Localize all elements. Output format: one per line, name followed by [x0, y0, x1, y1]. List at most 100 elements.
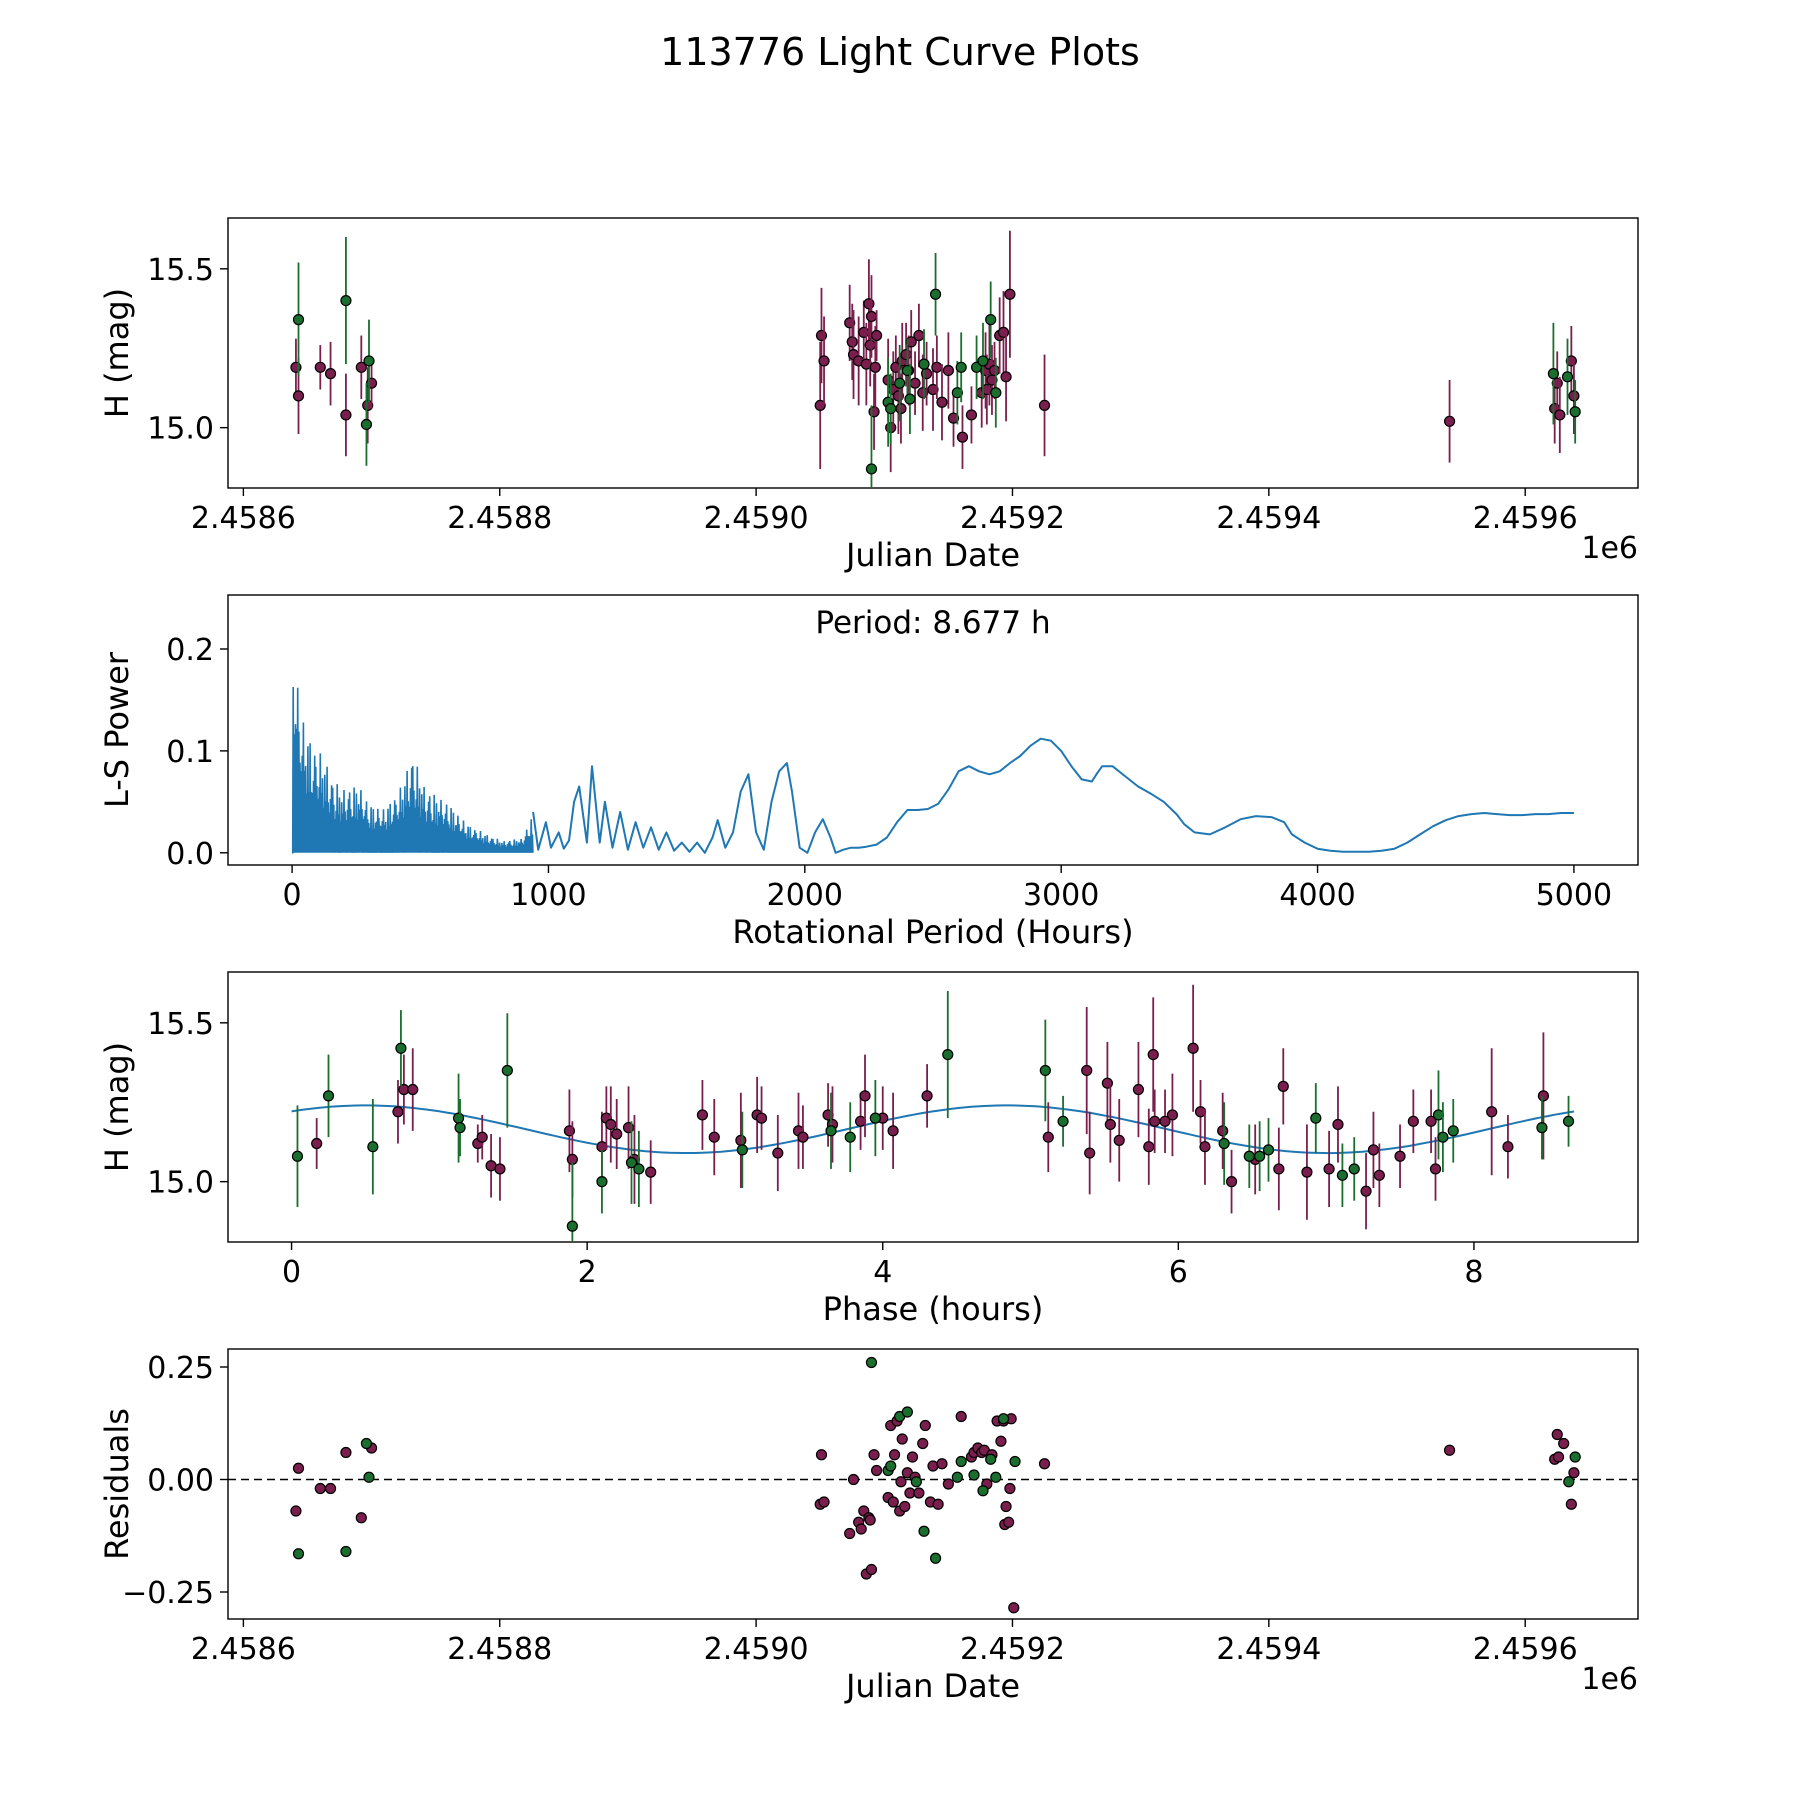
- magenta-data-point: [858, 326, 870, 338]
- magenta-data-point: [814, 399, 826, 412]
- y-axis-label: Residuals: [98, 1408, 136, 1560]
- magenta-data-point: [1199, 1141, 1211, 1153]
- magenta-data-point: [956, 431, 969, 443]
- magenta-data-point: [1084, 1147, 1096, 1159]
- x-axis-label: Julian Date: [844, 1667, 1020, 1705]
- magenta-data-point: [859, 1090, 871, 1102]
- phased-light-curve-panel: 0 2 4 6 8 15.0 15.5 Phase (hours) H (mag): [98, 971, 1639, 1328]
- magenta-data-point: [365, 377, 378, 389]
- green-data-point: [951, 387, 963, 399]
- green-data-point: [985, 314, 997, 326]
- green-data-point: [1254, 1150, 1266, 1162]
- x-tick-label: 2.4586: [191, 501, 296, 536]
- magenta-data-point: [1149, 1115, 1161, 1127]
- green-data-point: [1039, 1064, 1051, 1077]
- magenta-data-point: [936, 1458, 948, 1470]
- green-data-point: [1447, 1125, 1459, 1137]
- figure-title: 113776 Light Curve Plots: [660, 30, 1140, 74]
- axes-frame: [227, 594, 1639, 866]
- green-data-point: [1562, 1115, 1575, 1127]
- green-data-point: [901, 1406, 913, 1418]
- magenta-data-point: [407, 1083, 419, 1096]
- magenta-data-point: [863, 298, 875, 310]
- x-tick-label: 4: [873, 1255, 892, 1290]
- green-data-point: [1057, 1115, 1069, 1127]
- green-data-point: [566, 1220, 578, 1232]
- magenta-data-point: [772, 1147, 784, 1159]
- y-axis-label: L-S Power: [98, 651, 136, 808]
- magenta-data-point: [869, 361, 881, 373]
- magenta-data-point: [818, 1496, 830, 1508]
- magenta-data-point: [1225, 1176, 1238, 1188]
- x-tick-label: 2.4588: [447, 501, 552, 536]
- x-tick-label: 4000: [1279, 878, 1355, 913]
- magenta-data-point: [1565, 1498, 1577, 1510]
- green-data-point: [360, 1437, 373, 1450]
- green-data-point: [452, 1112, 465, 1124]
- magenta-data-point: [1000, 1500, 1012, 1513]
- x-tick-label: 2.4596: [1473, 1632, 1578, 1667]
- green-data-point: [844, 1131, 856, 1143]
- magenta-data-point: [942, 364, 954, 377]
- magenta-data-point: [1394, 1150, 1406, 1162]
- magenta-data-point: [887, 1496, 899, 1508]
- magenta-data-point: [324, 1482, 337, 1495]
- green-data-point: [454, 1122, 466, 1134]
- x-tick-label: 2.4590: [704, 1632, 809, 1667]
- magenta-data-point: [1042, 1131, 1054, 1143]
- magenta-data-point: [696, 1109, 709, 1121]
- magenta-data-point: [355, 361, 367, 373]
- x-tick-label: 2.4594: [1216, 1632, 1321, 1667]
- magenta-data-point: [1554, 409, 1566, 421]
- magenta-data-point: [846, 336, 858, 348]
- x-tick-label: 0: [283, 878, 302, 913]
- magenta-data-point: [355, 1512, 367, 1524]
- green-data-point: [363, 355, 375, 367]
- residuals-panel: 2.4586 2.4588 2.4590 2.4592 2.4594 2.4596 −0.2…: [98, 1348, 1639, 1705]
- y-tick-label: 0.0: [166, 837, 214, 872]
- green-data-point: [1536, 1122, 1548, 1134]
- magenta-data-point: [1537, 1090, 1550, 1102]
- magenta-data-point: [1332, 1118, 1344, 1131]
- magenta-data-point: [917, 387, 929, 399]
- magenta-data-point: [936, 396, 948, 408]
- magenta-data-point: [1132, 1083, 1145, 1096]
- magenta-data-point: [1552, 1451, 1565, 1463]
- green-data-point: [977, 1485, 989, 1497]
- magenta-data-point: [340, 1446, 352, 1459]
- green-data-point: [596, 1176, 608, 1188]
- magenta-data-point: [895, 402, 907, 415]
- magenta-data-point: [314, 1482, 326, 1495]
- green-data-point: [1432, 1109, 1445, 1121]
- magenta-data-point: [896, 1433, 908, 1445]
- green-data-point: [997, 1413, 1010, 1425]
- y-axis-label: H (mag): [98, 1042, 136, 1172]
- green-data-point: [918, 1525, 930, 1537]
- magenta-data-point: [1159, 1115, 1171, 1127]
- magenta-data-point: [913, 329, 925, 342]
- plot-area: [290, 230, 1581, 488]
- magenta-data-point: [290, 361, 302, 373]
- green-data-point: [1336, 1169, 1349, 1181]
- magenta-data-point: [362, 399, 374, 412]
- green-data-point: [1561, 371, 1574, 383]
- magenta-data-point: [611, 1128, 623, 1140]
- magenta-data-point: [1486, 1106, 1498, 1118]
- magenta-data-point: [942, 1478, 954, 1490]
- x-tick-label: 2000: [767, 878, 843, 913]
- magenta-data-point: [909, 377, 921, 389]
- magenta-data-point: [818, 355, 830, 367]
- light-curve-panel: 2.4586 2.4588 2.4590 2.4592 2.4594 2.4596 15.0…: [98, 217, 1639, 574]
- green-data-point: [955, 1455, 967, 1468]
- green-data-point: [1437, 1131, 1449, 1143]
- magenta-data-point: [1038, 399, 1051, 412]
- x-tick-label: 1000: [510, 878, 586, 913]
- magenta-data-point: [708, 1131, 720, 1143]
- magenta-data-point: [921, 1090, 933, 1102]
- green-data-point: [977, 355, 989, 367]
- magenta-data-point: [905, 336, 917, 348]
- green-data-point: [894, 377, 906, 389]
- magenta-data-point: [927, 383, 939, 396]
- magenta-data-point: [1273, 1163, 1285, 1175]
